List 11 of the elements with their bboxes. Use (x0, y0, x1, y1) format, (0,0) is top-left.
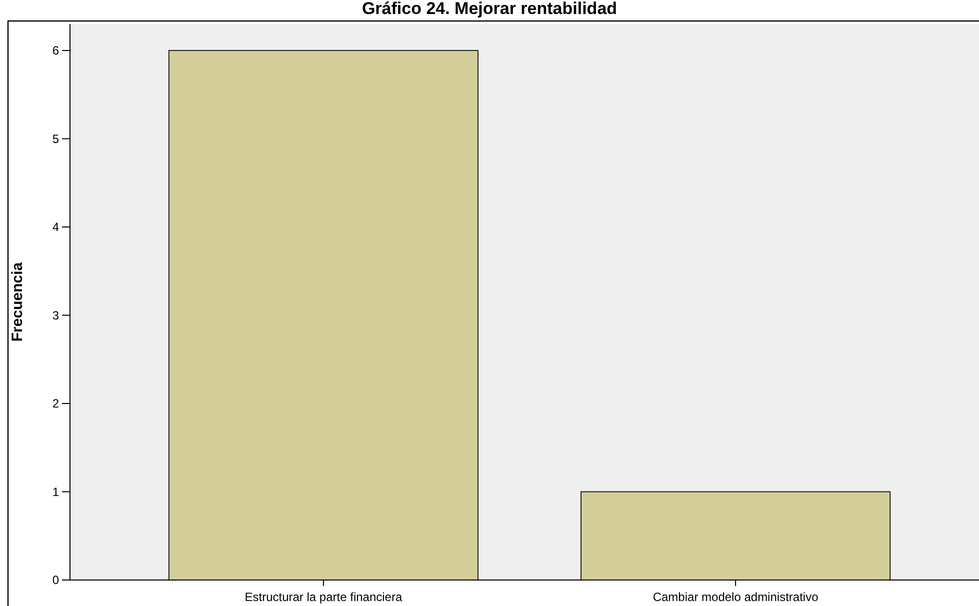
x-tick-label: Estructurar la parte financiera (244, 590, 402, 604)
y-tick-label: 0 (52, 573, 60, 588)
y-tick-label: 3 (52, 308, 60, 322)
y-tick-label: 6 (52, 44, 60, 58)
x-tick-label: Cambiar modelo administrativo (652, 590, 819, 604)
y-tick-label: 2 (52, 396, 60, 411)
y-tick-label: 1 (52, 484, 60, 499)
y-tick-label: 5 (52, 132, 60, 146)
y-tick-label: 4 (52, 220, 60, 234)
y-axis-title: Frecuencia (9, 262, 26, 342)
chart-title: Gráfico 24. Mejorar rentabilidad (362, 0, 618, 18)
